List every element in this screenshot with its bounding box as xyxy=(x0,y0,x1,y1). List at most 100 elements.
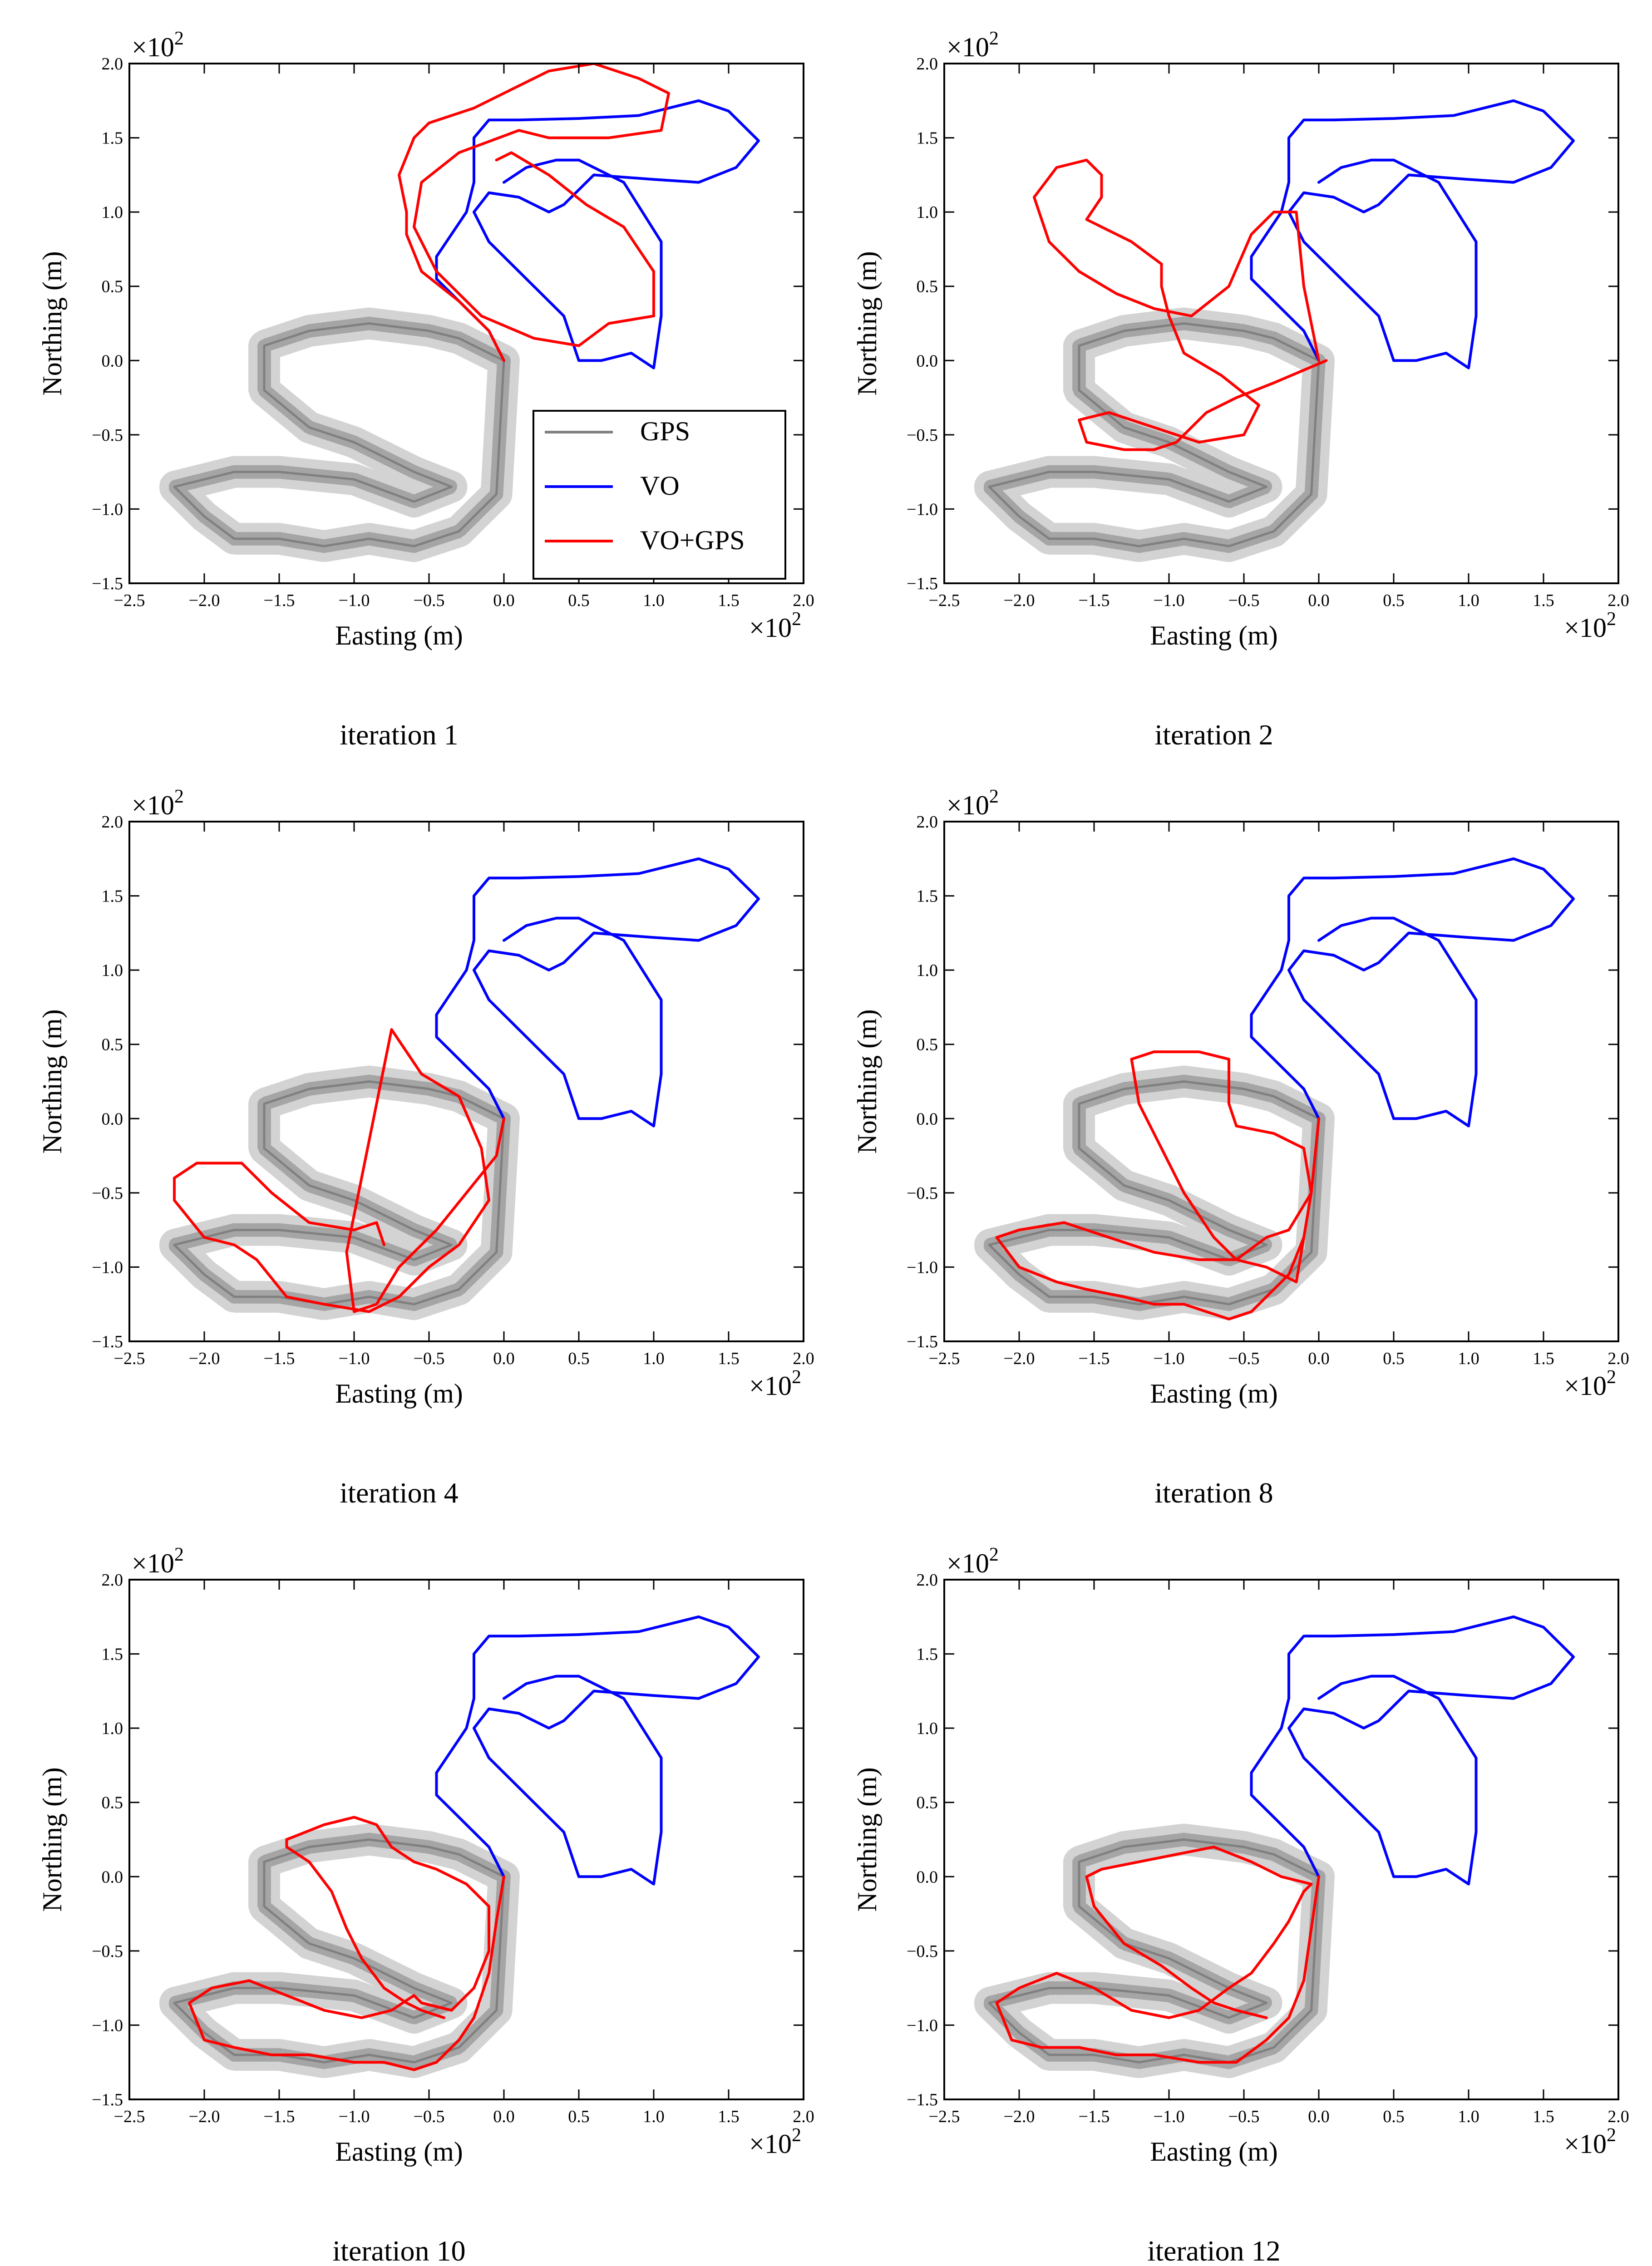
legend-box xyxy=(533,410,786,580)
legend-label: GPS xyxy=(640,416,690,446)
y-multiplier-base: ×10 xyxy=(947,790,989,820)
plot-area xyxy=(944,64,1618,583)
plot-frame xyxy=(943,63,1619,584)
x-tick-label: 0.5 xyxy=(568,1349,590,1368)
panel-caption: iteration 4 xyxy=(340,1477,458,1509)
series-group xyxy=(158,1615,760,2079)
x-tick-label: −2.5 xyxy=(114,2107,145,2126)
x-tick-label: 2.0 xyxy=(793,591,814,610)
plot-frame xyxy=(128,63,804,584)
y-tick-label: 0.0 xyxy=(102,1109,123,1128)
plot-area xyxy=(944,1580,1618,2099)
x-multiplier: ×102 xyxy=(749,1367,801,1401)
y-multiplier: ×102 xyxy=(947,28,999,62)
y-axis-label: Northing (m) xyxy=(37,1009,67,1153)
y-tick-label: 0.5 xyxy=(917,1793,938,1813)
plot-area xyxy=(944,822,1618,1341)
x-tick-label: −2.0 xyxy=(1004,2107,1035,2126)
x-tick-label: 2.0 xyxy=(1608,2107,1629,2126)
y-tick-label: 0.5 xyxy=(102,277,123,296)
gps-noise-core xyxy=(168,316,511,553)
y-tick-label: 2.0 xyxy=(917,54,938,74)
y-tick-label: 1.5 xyxy=(102,887,123,906)
series-line-vo xyxy=(435,857,760,1128)
x-tick-label: −0.5 xyxy=(1228,1349,1260,1368)
y-tick-label: −1.0 xyxy=(907,1258,938,1277)
panel-caption: iteration 8 xyxy=(1154,1477,1273,1509)
x-tick-label: 0.0 xyxy=(1308,1349,1330,1368)
y-tick-label: −0.5 xyxy=(907,426,938,445)
x-tick-label: −1.5 xyxy=(264,1349,295,1368)
y-tick-label: −1.0 xyxy=(907,500,938,519)
x-axis-label: Easting (m) xyxy=(335,1379,463,1409)
x-axis-label: Easting (m) xyxy=(1150,621,1278,650)
y-tick-label: −1.5 xyxy=(92,574,123,593)
x-multiplier: ×102 xyxy=(1564,2125,1616,2159)
x-tick-label: 0.0 xyxy=(493,2107,515,2126)
x-multiplier-base: ×10 xyxy=(749,1371,792,1401)
y-tick-label: −0.5 xyxy=(907,1942,938,1961)
y-tick-label: 1.0 xyxy=(102,961,123,980)
y-multiplier-base: ×10 xyxy=(132,790,174,820)
chart-panel-5: −2.5 −2.0 −1.5 −1.0 −0.5 0.0 0.5 1.0 1.5 2.0 −1.5 −… xyxy=(37,1544,814,2266)
y-tick-label: −1.5 xyxy=(907,574,938,593)
chart-panel-2: −2.5 −2.0 −1.5 −1.0 −0.5 0.0 0.5 1.0 1.5 2.0 −1.5 −… xyxy=(852,28,1629,751)
y-tick-label: −0.5 xyxy=(92,1942,123,1961)
x-multiplier-exp: 2 xyxy=(792,2125,801,2146)
x-tick-label: 2.0 xyxy=(1608,1349,1629,1368)
y-multiplier: ×102 xyxy=(132,28,184,62)
x-tick-label: 0.0 xyxy=(1308,591,1330,610)
plot-frame xyxy=(943,1579,1619,2100)
y-tick-label: −1.5 xyxy=(907,1332,938,1351)
x-tick-label: 0.5 xyxy=(1383,1349,1405,1368)
y-tick-label: 1.5 xyxy=(102,1645,123,1664)
x-multiplier-base: ×10 xyxy=(1564,613,1607,643)
x-tick-label: −1.0 xyxy=(1154,591,1185,610)
y-tick-label: 0.0 xyxy=(917,1109,938,1128)
y-tick-label: 1.0 xyxy=(102,1719,123,1738)
x-multiplier-exp: 2 xyxy=(1607,609,1616,630)
y-tick-label: 0.0 xyxy=(917,1867,938,1887)
y-tick-label: 0.5 xyxy=(917,277,938,296)
y-multiplier: ×102 xyxy=(132,786,184,820)
y-axis-label: Northing (m) xyxy=(37,1767,67,1911)
x-tick-label: −1.5 xyxy=(1079,591,1110,610)
x-multiplier-base: ×10 xyxy=(749,613,792,643)
chart-panel-3: −2.5 −2.0 −1.5 −1.0 −0.5 0.0 0.5 1.0 1.5 2.0 −1.5 −… xyxy=(37,786,814,1509)
y-multiplier-base: ×10 xyxy=(947,32,989,62)
y-multiplier: ×102 xyxy=(132,1544,184,1578)
x-tick-label: −1.5 xyxy=(1079,1349,1110,1368)
x-tick-label: −2.5 xyxy=(929,2107,960,2126)
series-line-vo xyxy=(1250,1615,1575,1886)
x-multiplier: ×102 xyxy=(749,609,801,643)
x-tick-label: −0.5 xyxy=(414,591,445,610)
series-group xyxy=(158,64,760,562)
x-tick-label: 1.0 xyxy=(643,2107,665,2126)
x-tick-label: 1.5 xyxy=(1533,591,1554,610)
x-tick-label: 2.0 xyxy=(793,1349,814,1368)
x-multiplier: ×102 xyxy=(1564,1367,1616,1401)
x-tick-label: −2.0 xyxy=(189,591,220,610)
x-tick-label: −0.5 xyxy=(414,1349,445,1368)
x-tick-label: −1.0 xyxy=(1154,1349,1185,1368)
series-group xyxy=(973,99,1575,562)
y-multiplier-exp: 2 xyxy=(174,28,184,49)
y-tick-label: 0.0 xyxy=(917,351,938,370)
series-group xyxy=(158,857,760,1320)
series-line-vo-gps xyxy=(173,1028,505,1313)
x-tick-label: 1.0 xyxy=(1458,591,1479,610)
y-tick-label: −0.5 xyxy=(92,426,123,445)
x-multiplier-exp: 2 xyxy=(792,609,801,630)
y-tick-label: 0.0 xyxy=(102,1867,123,1887)
y-tick-label: −1.0 xyxy=(92,1258,123,1277)
y-tick-label: 1.0 xyxy=(102,203,123,222)
x-multiplier-base: ×10 xyxy=(1564,1371,1607,1401)
legend-label: VO xyxy=(640,471,680,501)
x-tick-label: 0.0 xyxy=(493,1349,515,1368)
y-tick-label: −0.5 xyxy=(907,1184,938,1203)
x-tick-label: 1.5 xyxy=(1533,1349,1554,1368)
plot-area xyxy=(129,822,804,1341)
x-multiplier-exp: 2 xyxy=(1607,2125,1616,2146)
y-tick-label: 1.0 xyxy=(917,203,938,222)
